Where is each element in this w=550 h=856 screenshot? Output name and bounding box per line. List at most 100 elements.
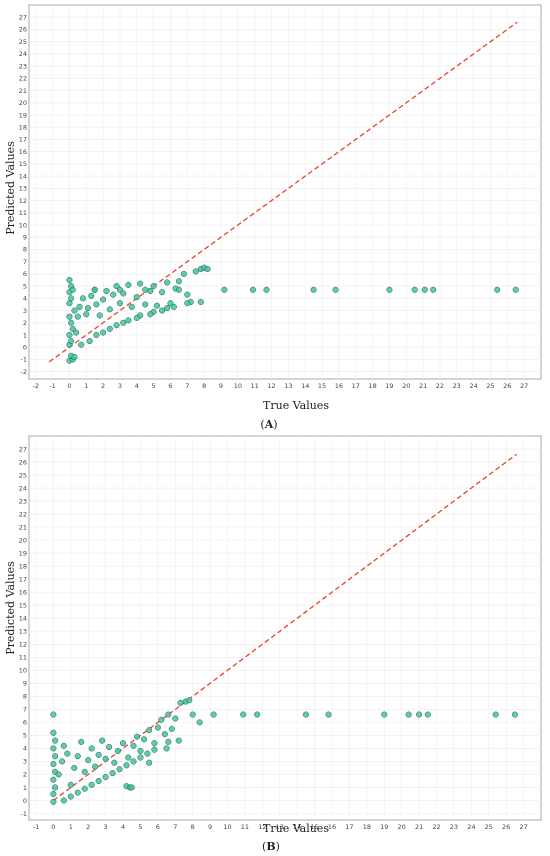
x-tick-label: 8 (191, 823, 195, 831)
y-tick-label: 6 (23, 270, 27, 278)
y-tick-label: 26 (19, 458, 27, 466)
panel-a-plot: -2 -1 0 1 2 3 4 5 6 7 8 9 10 11 12 13 14 15 16 17 18 19 20 21 22… (4, 4, 542, 431)
data-point (240, 711, 247, 718)
x-tick-label: 24 (469, 382, 477, 390)
reference-line (52, 453, 518, 801)
data-point (125, 317, 132, 324)
x-tick-label: 21 (415, 823, 423, 831)
x-tick-label: 9 (219, 382, 223, 390)
data-point (210, 711, 217, 718)
panel-a-reference-line (48, 21, 518, 363)
data-point (494, 286, 501, 293)
x-tick-label: 5 (138, 823, 142, 831)
data-point (85, 757, 92, 764)
panel-b-y-axis-label: Predicted Values (4, 561, 17, 655)
y-tick-label: 21 (19, 87, 27, 95)
x-tick-label: 26 (502, 823, 510, 831)
data-point (50, 711, 57, 718)
x-tick-label: 20 (398, 823, 406, 831)
x-tick-label: 2 (101, 382, 105, 390)
data-point (150, 283, 157, 290)
data-point (154, 724, 161, 731)
y-tick-label: 22 (19, 510, 27, 518)
data-point (137, 280, 144, 287)
x-tick-label: 18 (363, 823, 371, 831)
x-tick-label: 14 (301, 382, 309, 390)
x-tick-label: 15 (318, 382, 326, 390)
panel-a-label-letter: A (264, 418, 274, 431)
x-tick-label: 7 (185, 382, 189, 390)
y-tick-label: 13 (19, 628, 27, 636)
data-point (144, 750, 151, 757)
y-tick-label: 13 (19, 185, 27, 193)
y-tick-label: 7 (23, 706, 27, 714)
data-point (147, 287, 154, 295)
data-point (125, 281, 132, 288)
panel-b-x-axis-label: True Values (263, 822, 329, 835)
y-tick-label: 26 (19, 26, 27, 34)
data-point (116, 286, 123, 293)
y-tick-label: 9 (23, 680, 27, 688)
data-point (128, 784, 135, 791)
data-point (93, 331, 100, 339)
x-tick-label: 22 (436, 382, 444, 390)
y-tick-label: 21 (19, 523, 27, 531)
data-point (50, 798, 57, 805)
data-point (137, 747, 144, 755)
data-point (88, 781, 95, 788)
y-tick-label: 3 (23, 307, 27, 315)
data-point (175, 286, 182, 293)
y-tick-label: 9 (23, 234, 27, 242)
x-tick-label: 19 (380, 823, 388, 831)
y-tick-label: -2 (21, 368, 27, 376)
data-point (172, 715, 179, 722)
x-tick-label: 18 (368, 382, 376, 390)
data-point (50, 790, 57, 798)
y-tick-label: 20 (19, 536, 27, 544)
data-point (106, 744, 113, 751)
data-point (73, 329, 80, 336)
x-tick-label: 26 (503, 382, 511, 390)
data-point (161, 731, 168, 738)
data-point (71, 307, 78, 314)
data-point (184, 291, 191, 298)
data-point (416, 711, 423, 718)
data-point (96, 312, 103, 319)
data-point (100, 296, 107, 303)
panel-b-label: (B) (262, 840, 280, 853)
data-point (175, 278, 182, 285)
x-tick-label: 1 (84, 382, 88, 390)
x-tick-label: 4 (135, 382, 139, 390)
x-tick-label: 12 (258, 823, 266, 831)
x-tick-label: 21 (419, 382, 427, 390)
x-tick-label: 22 (432, 823, 440, 831)
data-point (52, 753, 59, 760)
data-point (332, 286, 339, 293)
x-tick-label: 23 (453, 382, 461, 390)
y-tick-label: 19 (19, 111, 27, 119)
panel-b-reference-line (52, 453, 518, 801)
y-tick-label: 18 (19, 562, 27, 570)
x-tick-label: 14 (293, 823, 301, 831)
data-point (60, 742, 67, 749)
data-point (133, 294, 140, 301)
data-point (130, 758, 137, 765)
panel-a-x-axis-label: True Values (263, 399, 329, 412)
x-tick-label: 16 (328, 823, 336, 831)
data-point (325, 711, 332, 718)
data-point (91, 286, 98, 293)
data-point (50, 729, 57, 736)
data-point (50, 745, 57, 752)
y-tick-label: 16 (19, 148, 27, 156)
x-tick-label: 27 (519, 823, 527, 831)
y-tick-label: 24 (19, 484, 27, 492)
x-tick-label: 3 (118, 382, 122, 390)
x-tick-label: 5 (152, 382, 156, 390)
data-point (76, 303, 83, 310)
y-tick-label: 23 (19, 62, 27, 70)
data-point (130, 742, 137, 749)
x-tick-label: 6 (156, 823, 160, 831)
data-point (71, 764, 78, 771)
x-tick-label: 24 (467, 823, 475, 831)
